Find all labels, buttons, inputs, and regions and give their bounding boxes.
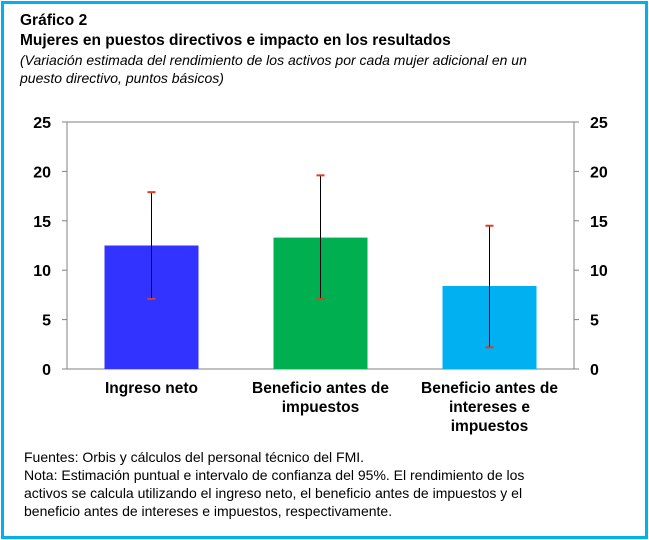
chart-subtitle-line2: puesto directivo, puntos básicos): [20, 70, 224, 86]
y-tick-label-right: 20: [590, 164, 608, 181]
x-category-label: Beneficio antes de intereses e impuestos: [405, 379, 575, 436]
chart-footer: Fuentes: Orbis y cálculos del personal t…: [24, 448, 524, 520]
x-category-label-line: impuestos: [450, 418, 529, 435]
x-category-label-line: Ingreso neto: [104, 380, 198, 397]
footer-note-line3: beneficio antes de intereses e impuestos…: [24, 503, 393, 519]
chart-subtitle-line1: (Variación estimada del rendimiento de l…: [20, 52, 527, 68]
figure-label: Gráfico 2: [20, 12, 88, 29]
y-tick-label-right: 5: [590, 313, 599, 330]
y-tick-label-right: 10: [590, 263, 608, 280]
x-category-label-line: intereses e: [449, 399, 530, 416]
x-category-label-line: Beneficio antes de: [252, 380, 389, 397]
x-category-label: Beneficio antes de impuestos: [236, 379, 406, 417]
y-tick-label-left: 20: [33, 164, 51, 181]
y-tick-label-left: 25: [33, 115, 51, 132]
y-tick-label-right: 15: [590, 214, 608, 231]
y-tick-label-left: 5: [42, 313, 51, 330]
x-category-label-line: Beneficio antes de: [421, 380, 558, 397]
y-tick-label-right: 0: [590, 362, 599, 379]
y-tick-label-left: 0: [42, 362, 51, 379]
y-tick-label-left: 15: [33, 214, 51, 231]
y-tick-label-right: 25: [590, 115, 608, 132]
footer-note-line2: activos se calcula utilizando el ingreso…: [24, 485, 523, 501]
chart-title: Mujeres en puestos directivos e impacto …: [20, 32, 451, 49]
x-category-label: Ingreso neto: [67, 379, 237, 398]
y-tick-label-left: 10: [33, 263, 51, 280]
x-category-label-line: impuestos: [281, 399, 360, 416]
footer-sources: Fuentes: Orbis y cálculos del personal t…: [24, 449, 365, 465]
footer-note-line1: Nota: Estimación puntual e intervalo de …: [24, 467, 525, 483]
